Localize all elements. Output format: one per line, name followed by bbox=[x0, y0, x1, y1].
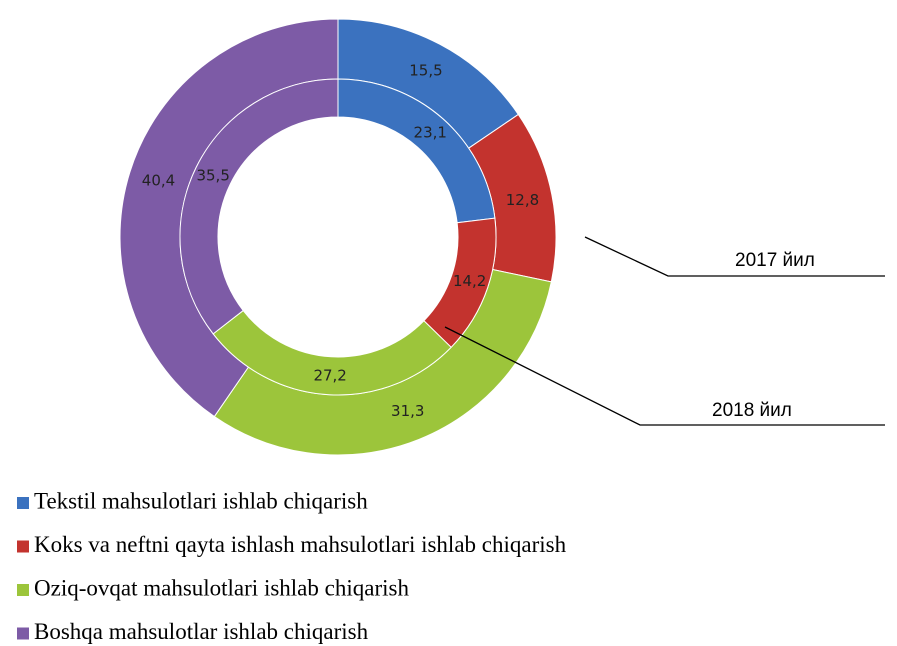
legend-label: Tekstil mahsulotlari ishlab chiqarish bbox=[34, 488, 368, 513]
data-label: 15,5 bbox=[409, 61, 442, 79]
legend-label: Boshqa mahsulotlar ishlab chiqarish bbox=[34, 619, 369, 644]
data-label: 27,2 bbox=[313, 366, 346, 384]
leader-line bbox=[584, 236, 885, 277]
legend-swatch bbox=[17, 627, 29, 640]
legend-label: Oziq-ovqat mahsulotlari ishlab chiqarish bbox=[34, 575, 409, 600]
legend: Tekstil mahsulotlari ishlab chiqarish Kok… bbox=[17, 488, 567, 644]
rings bbox=[119, 18, 557, 456]
donut-segment bbox=[179, 78, 339, 335]
data-label: 12,8 bbox=[506, 191, 539, 209]
leader-line bbox=[444, 326, 885, 426]
legend-swatch bbox=[17, 497, 29, 509]
labels: 15,5 12,8 31,3 40,4 23,1 14,2 27,2 35,5 bbox=[142, 61, 539, 420]
legend-swatch bbox=[17, 584, 29, 596]
annotation: 2017 йил bbox=[735, 250, 815, 271]
data-label: 14,2 bbox=[453, 272, 486, 290]
data-label: 40,4 bbox=[142, 172, 175, 190]
data-label: 31,3 bbox=[391, 402, 424, 420]
data-label: 23,1 bbox=[414, 124, 447, 142]
legend-label: Koks va neftni qayta ishlash mahsulotlar… bbox=[34, 532, 567, 557]
annotation: 2018 йил bbox=[712, 400, 792, 421]
legend-swatch bbox=[17, 540, 29, 553]
data-label: 35,5 bbox=[196, 166, 229, 184]
